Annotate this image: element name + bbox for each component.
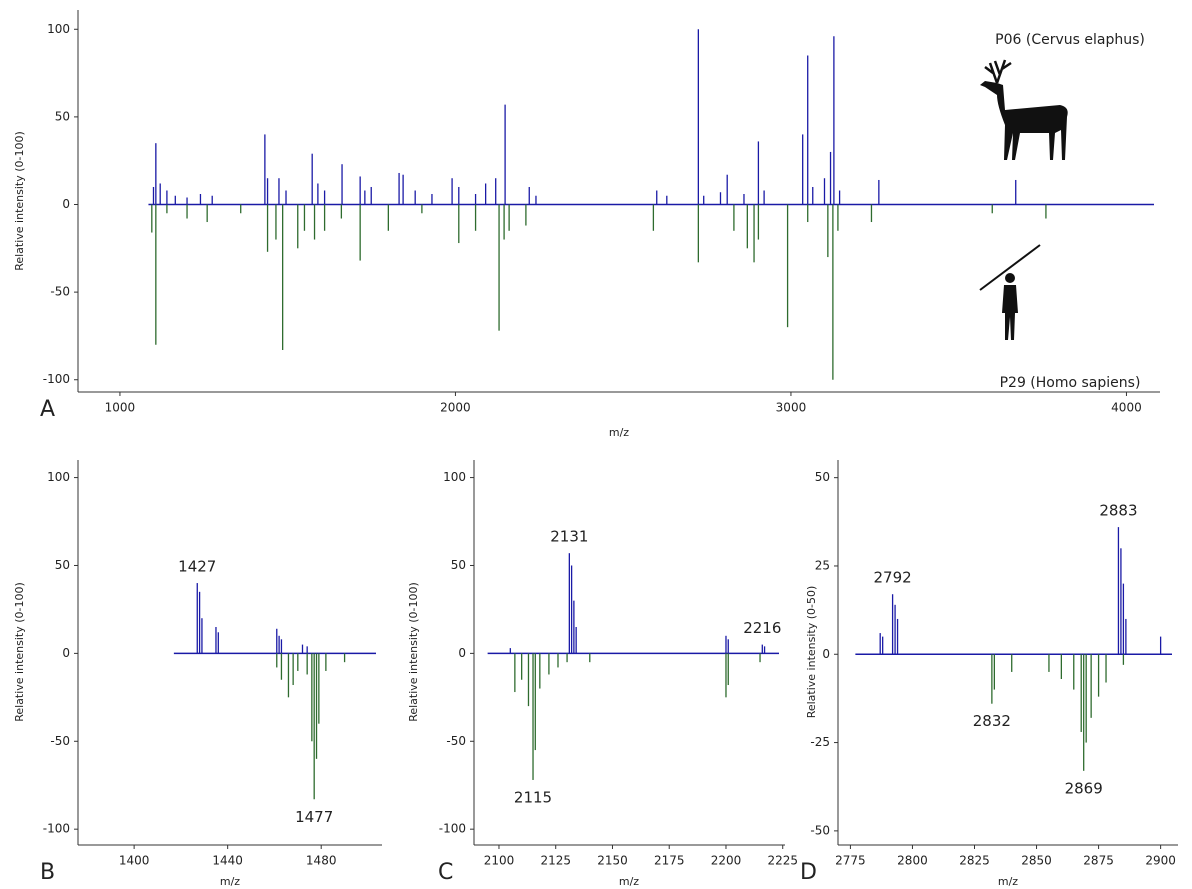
x-axis-label: m/z (609, 426, 629, 439)
x-tick-label: 1400 (119, 854, 150, 868)
y-tick-label: 50 (451, 558, 466, 572)
x-tick-label: 3000 (776, 401, 807, 415)
x-tick-label: 2225 (767, 854, 798, 868)
y-tick-label: 25 (815, 558, 830, 572)
y-tick-label: -25 (810, 735, 830, 749)
x-tick-label: 2875 (1083, 854, 1114, 868)
x-tick-label: 2000 (440, 401, 471, 415)
y-tick-label: 50 (55, 109, 70, 123)
y-axis-label: Relative intensity (0-100) (13, 131, 26, 271)
peak-label: 2115 (514, 788, 552, 806)
x-tick-label: 1000 (105, 401, 136, 415)
y-tick-label: 100 (47, 470, 70, 484)
peak-label: 2869 (1065, 779, 1103, 797)
y-axis-label: Relative intensity (0-100) (407, 582, 420, 722)
y-tick-label: 0 (458, 646, 466, 660)
peak-label: 1477 (295, 808, 333, 826)
series-label: P06 (Cervus elaphus) (995, 32, 1145, 48)
peak-label: 2792 (874, 569, 912, 587)
panel-letter: D (800, 860, 817, 885)
x-tick-label: 1440 (212, 854, 243, 868)
y-tick-label: 0 (62, 646, 70, 660)
y-tick-label: -50 (810, 823, 830, 837)
deer-silhouette (980, 59, 1068, 160)
panel-letter: C (438, 860, 453, 885)
x-axis-label: m/z (998, 875, 1018, 888)
y-tick-label: 0 (62, 197, 70, 211)
y-tick-label: -50 (50, 285, 70, 299)
x-tick-label: 4000 (1111, 401, 1142, 415)
human-silhouette (979, 244, 1041, 340)
x-tick-label: 2150 (597, 854, 628, 868)
y-tick-label: -100 (439, 822, 466, 836)
y-tick-label: -50 (50, 734, 70, 748)
x-tick-label: 2125 (540, 854, 571, 868)
x-tick-label: 2200 (711, 854, 742, 868)
y-tick-label: -100 (43, 372, 70, 386)
x-tick-label: 1480 (306, 854, 337, 868)
peak-label: 2883 (1099, 502, 1137, 520)
x-tick-label: 2800 (897, 854, 928, 868)
y-tick-label: 50 (55, 558, 70, 572)
y-axis-label: Relative intensity (0-50) (805, 586, 818, 719)
peak-label: 2131 (550, 528, 588, 546)
x-tick-label: 2825 (959, 854, 990, 868)
y-tick-label: 100 (47, 22, 70, 36)
panel-letter: B (40, 860, 55, 885)
x-tick-label: 2175 (654, 854, 685, 868)
y-tick-label: 0 (822, 647, 830, 661)
x-tick-label: 2900 (1145, 854, 1176, 868)
y-tick-label: -50 (446, 734, 466, 748)
peak-label: 2832 (973, 712, 1011, 730)
x-tick-label: 2850 (1021, 854, 1052, 868)
x-tick-label: 2775 (835, 854, 866, 868)
peak-label: 1427 (178, 558, 216, 576)
series-label: P29 (Homo sapiens) (1000, 375, 1141, 391)
x-axis-label: m/z (220, 875, 240, 888)
y-tick-label: -100 (43, 822, 70, 836)
peak-label: 2216 (743, 619, 781, 637)
x-tick-label: 2100 (484, 854, 515, 868)
panel-letter: A (40, 397, 55, 422)
y-tick-label: 50 (815, 470, 830, 484)
y-axis-label: Relative intensity (0-100) (13, 582, 26, 722)
y-tick-label: 100 (443, 470, 466, 484)
x-axis-label: m/z (619, 875, 639, 888)
